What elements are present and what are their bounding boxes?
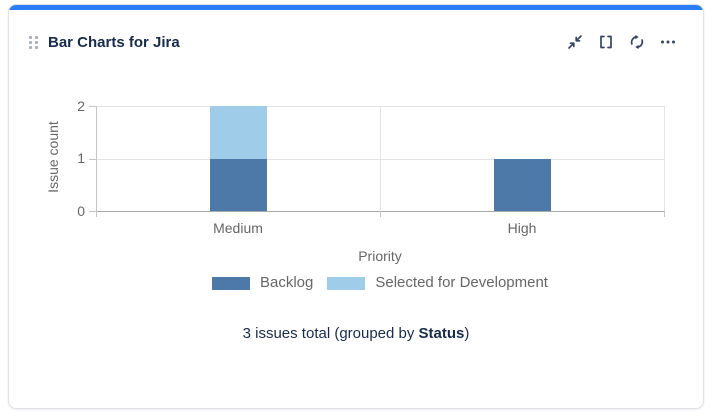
gadget-header: Bar Charts for Jira <box>28 32 678 52</box>
legend-label-selected-for-development: Selected for Development <box>375 274 548 291</box>
bar-segment-backlog[interactable] <box>209 158 267 211</box>
total-summary-prefix: 3 issues total (grouped by <box>242 325 419 342</box>
legend-item-selected-for-development[interactable]: Selected for Development <box>327 275 548 291</box>
gadget-title: Bar Charts for Jira <box>48 33 180 51</box>
gadget-card: Bar Charts for Jira <box>8 4 704 409</box>
legend-item-backlog[interactable]: Backlog <box>212 275 313 291</box>
category-label-medium: Medium <box>213 220 263 236</box>
fullscreen-icon <box>600 35 612 49</box>
stacked-bar-chart: 2 1 0 Medium High Issue count Priority B… <box>9 5 703 408</box>
refresh-icon <box>630 34 644 50</box>
total-summary-group-by: Status <box>418 325 465 342</box>
legend-swatch-backlog <box>212 276 250 290</box>
y-tick-label-2: 2 <box>77 98 85 114</box>
total-summary-suffix: ) <box>464 325 470 342</box>
bar-segment-backlog[interactable] <box>493 158 551 211</box>
y-tick-mark <box>89 158 97 160</box>
x-tick-mark <box>380 211 381 217</box>
category-label-high: High <box>507 220 537 236</box>
gridline-category-divider <box>380 106 381 211</box>
y-tick-mark <box>89 106 97 107</box>
chart-legend: Backlog Selected for Development <box>96 275 664 291</box>
y-tick-label-1: 1 <box>77 150 85 166</box>
x-tick-mark <box>664 211 665 217</box>
collapse-button[interactable] <box>565 32 585 52</box>
y-axis-title: Issue count <box>45 121 61 193</box>
more-icon <box>661 40 675 44</box>
collapse-icon <box>568 35 582 49</box>
header-actions <box>565 32 678 52</box>
bar-segment-selected-for-development[interactable] <box>209 106 267 159</box>
legend-label-backlog: Backlog <box>260 274 314 291</box>
y-tick-mark <box>89 211 97 212</box>
refresh-button[interactable] <box>627 32 647 52</box>
x-tick-mark <box>96 211 97 217</box>
x-axis-title: Priority <box>358 248 402 264</box>
legend-swatch-selected-for-development <box>327 276 366 290</box>
total-summary: 3 issues total (grouped by Status) <box>9 325 703 342</box>
accent-top-bar <box>9 5 703 10</box>
drag-handle-icon[interactable] <box>28 35 39 50</box>
x-axis-line <box>89 211 664 212</box>
y-tick-label-0: 0 <box>77 203 85 219</box>
gridline-plot-right <box>664 106 665 211</box>
fullscreen-button[interactable] <box>596 32 616 52</box>
more-button[interactable] <box>658 32 678 52</box>
